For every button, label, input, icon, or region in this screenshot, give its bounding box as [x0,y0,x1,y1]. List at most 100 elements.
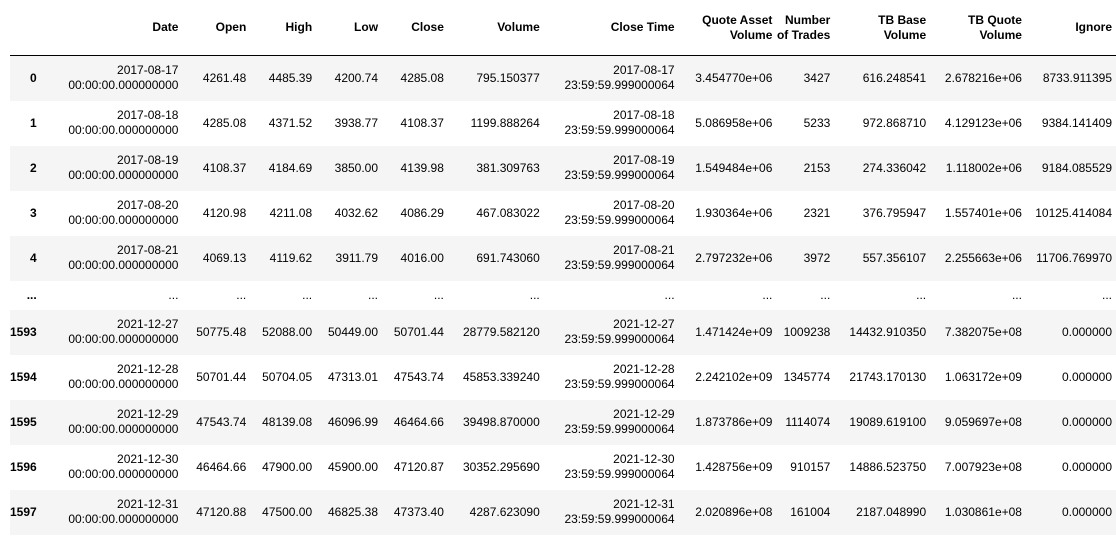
cell-close-time: 2017-08-20 23:59:59.999000064 [544,191,679,236]
cell-line: 00:00:00.000000000 [68,467,179,481]
cell-low: 3911.79 [335,250,379,265]
cell-volume: ... [529,287,540,302]
cell-close: 50701.44 [393,324,444,339]
cell-volume: 1199.888264 [470,115,540,130]
cell-volume: 381.309763 [476,160,540,175]
cell-line: 23:59:59.999000064 [564,213,675,227]
cell-number-of-trades: 161004 [790,504,831,519]
cell-date: 2017-08-18 00:00:00.000000000 [41,101,183,146]
row-index: 2 [30,160,37,175]
cell-volume: 467.083022 [476,205,540,220]
row-index: 1596 [10,459,37,474]
cell-tb-base-volume: 14886.523750 [849,459,927,474]
row-index: 3 [30,205,37,220]
cell-number-of-trades: 1114074 [785,414,831,429]
column-header-close: Close [382,0,448,56]
cell-ignore: 9184.085529 [1041,160,1112,175]
cell-line: 2017-08-21 [117,243,179,257]
cell-date: 2017-08-19 00:00:00.000000000 [41,146,183,191]
cell-line: 2017-08-18 [117,108,179,122]
cell-line: 2021-12-31 [613,497,675,511]
cell-ignore: ... [1101,287,1112,302]
row-index: 1597 [10,504,37,519]
cell-line: 00:00:00.000000000 [68,78,179,93]
cell-tb-base-volume: 2187.048990 [856,504,927,519]
cell-open: 47543.74 [196,414,247,429]
cell-open: 4108.37 [202,160,247,175]
cell-line: 00:00:00.000000000 [68,168,179,182]
cell-number-of-trades: 3427 [803,70,831,85]
row-index: 1593 [10,324,37,339]
cell-quote-asset-volume: 5.086958e+06 [695,115,773,130]
cell-number-of-trades: 910157 [790,459,831,474]
cell-number-of-trades: 3972 [803,250,831,265]
cell-tb-base-volume: 972.868710 [862,115,927,130]
cell-date: 2017-08-21 00:00:00.000000000 [41,236,183,281]
cell-low: 46825.38 [327,504,379,519]
cell-ignore: 8733.911395 [1042,70,1112,85]
cell-date: 2021-12-27 00:00:00.000000000 [41,310,183,355]
cell-ignore: 0.000000 [1061,369,1112,384]
cell-tb-base-volume: 21743.170130 [849,369,927,384]
cell-line: 2017-08-19 [613,153,675,167]
column-header-close-time: Close Time [543,0,679,56]
cell-number-of-trades: 1345774 [783,369,831,384]
cell-high: 48139.08 [262,414,313,429]
cell-close-time: 2021-12-28 23:59:59.999000064 [544,355,679,400]
column-header-tb-quote-volume: TB Quote Volume [930,0,1026,56]
cell-line: 23:59:59.999000064 [564,422,675,436]
cell-tb-base-volume: 14432.910350 [849,324,927,339]
cell-tb-quote-volume: 4.129123e+06 [944,115,1022,130]
cell-tb-quote-volume: 7.007923e+08 [944,459,1022,474]
cell-volume: 28779.582120 [463,324,540,339]
cell-line: 2021-12-27 [117,317,179,331]
cell-line: 23:59:59.999000064 [564,168,675,182]
column-header-open: Open [182,0,251,56]
cell-close-time: 2021-12-27 23:59:59.999000064 [544,310,679,355]
cell-open: ... [236,287,247,302]
row-index: 4 [30,250,37,265]
cell-close-time: 2017-08-19 23:59:59.999000064 [544,146,679,191]
cell-line: ... [168,287,179,302]
column-header-volume: Volume [447,0,544,56]
ellipsis-row: ....................................... [10,281,1116,310]
cell-close: 46464.66 [393,414,444,429]
cell-volume: 691.743060 [476,250,540,265]
cell-quote-asset-volume: 1.549484e+06 [695,160,773,175]
cell-high: 4211.08 [269,205,313,220]
cell-close-time: 2021-12-31 23:59:59.999000064 [544,490,679,535]
cell-line: 2021-12-28 [613,362,675,376]
cell-line: 23:59:59.999000064 [564,78,675,93]
table-header: Date Open High Low Close Volume Close Ti… [10,0,1116,56]
cell-high: 4184.69 [268,160,313,175]
cell-high: 52088.00 [262,324,313,339]
cell-number-of-trades: ... [820,287,831,302]
cell-ignore: 0.000000 [1061,414,1112,429]
cell-open: 46464.66 [196,459,247,474]
cell-close-time: ... [544,281,679,310]
cell-close: 4086.29 [400,205,444,220]
cell-date: ... [41,281,183,310]
column-header-ignore: Ignore [1025,0,1116,56]
cell-ignore: 9384.141409 [1041,115,1112,130]
cell-tb-quote-volume: 7.382075e+08 [944,324,1022,339]
cell-ignore: 0.000000 [1061,504,1112,519]
cell-line: 00:00:00.000000000 [68,213,179,227]
table-row: 1594 2021-12-28 00:00:00.000000000 50701.44… [10,355,1116,400]
cell-low: 47313.01 [327,369,379,384]
cell-line: 00:00:00.000000000 [68,377,179,391]
table-row: 1596 2021-12-30 00:00:00.000000000 46464.66… [10,445,1116,490]
cell-date: 2017-08-20 00:00:00.000000000 [41,191,183,236]
cell-tb-quote-volume: 9.059697e+08 [944,414,1022,429]
cell-line: 2021-12-29 [117,407,179,421]
cell-close: 4016.00 [400,250,444,265]
cell-date: 2021-12-30 00:00:00.000000000 [41,445,183,490]
cell-volume: 4287.623090 [469,504,540,519]
row-index: 0 [30,70,37,85]
cell-tb-quote-volume: ... [1011,287,1022,302]
cell-number-of-trades: 1009238 [783,324,831,339]
cell-close-time: 2017-08-21 23:59:59.999000064 [544,236,679,281]
cell-tb-base-volume: ... [916,287,927,302]
cell-open: 50701.44 [196,369,247,384]
cell-line: 23:59:59.999000064 [564,332,675,346]
